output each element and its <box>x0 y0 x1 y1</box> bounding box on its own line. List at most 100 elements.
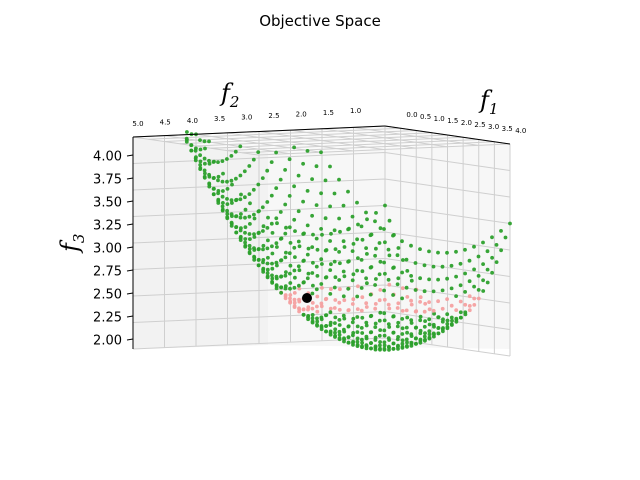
data-point <box>356 222 360 227</box>
data-point <box>324 324 328 328</box>
data-point <box>301 280 306 285</box>
data-point <box>387 306 392 311</box>
data-point <box>364 334 369 339</box>
data-point <box>337 250 341 254</box>
data-point <box>242 169 247 174</box>
data-point <box>256 263 261 268</box>
data-point <box>378 347 382 352</box>
data-point <box>229 178 234 183</box>
data-point <box>269 193 274 198</box>
data-point <box>400 346 405 350</box>
data-point <box>391 330 396 335</box>
data-point <box>265 200 270 204</box>
data-point <box>234 225 239 230</box>
f3-tick-label: 3.25 <box>93 219 122 234</box>
data-point <box>323 178 328 183</box>
data-point <box>427 332 432 337</box>
data-point <box>418 318 423 323</box>
data-point <box>382 311 387 316</box>
data-point <box>287 225 292 230</box>
data-point <box>279 274 283 279</box>
data-point <box>436 299 440 304</box>
data-point <box>445 322 450 326</box>
axis-ticks: 4.00 3.75 3.50 3.25 3.00 2.75 2.50 2.25 2.00 5.0 4… <box>93 107 526 349</box>
f3-tick-mark <box>126 292 134 295</box>
data-point <box>360 337 364 342</box>
data-point <box>418 276 422 281</box>
data-point <box>360 331 365 335</box>
data-point <box>400 286 405 291</box>
data-point <box>323 275 328 280</box>
data-point <box>337 336 342 341</box>
data-point <box>256 209 261 214</box>
data-point <box>319 324 324 328</box>
f2-tick-label: 2.0 <box>296 110 307 118</box>
data-point <box>427 322 432 327</box>
data-point <box>293 275 297 280</box>
data-point <box>485 280 490 285</box>
data-point <box>341 294 346 299</box>
data-point <box>283 168 287 172</box>
data-point <box>386 277 391 282</box>
data-point <box>382 260 386 265</box>
selected-point <box>302 293 312 303</box>
data-point <box>292 304 297 308</box>
data-point <box>202 139 207 144</box>
data-point <box>184 136 189 141</box>
data-point <box>328 268 333 272</box>
data-point <box>229 212 234 217</box>
data-point <box>328 204 332 209</box>
data-point <box>323 216 328 221</box>
data-point <box>499 248 503 253</box>
data-point <box>301 161 305 166</box>
data-point <box>364 246 368 251</box>
data-point <box>373 325 378 329</box>
data-point <box>382 328 387 333</box>
f1-tick-label: 1.0 <box>434 115 445 123</box>
data-point <box>454 308 459 312</box>
data-point <box>283 273 288 278</box>
data-point <box>373 321 378 326</box>
data-point <box>328 306 333 311</box>
grid-line <box>164 130 417 142</box>
data-point <box>364 305 369 309</box>
data-point <box>288 241 293 245</box>
data-point <box>306 307 310 312</box>
data-point <box>333 247 338 252</box>
data-point <box>225 197 229 201</box>
data-point <box>305 252 310 257</box>
data-point <box>252 254 256 259</box>
data-point <box>274 286 279 291</box>
data-point <box>387 218 392 223</box>
data-point <box>252 246 256 251</box>
data-point <box>342 274 347 279</box>
data-point <box>270 279 274 284</box>
data-point <box>413 336 418 341</box>
data-point <box>275 221 279 226</box>
grid-line <box>148 127 401 140</box>
data-point <box>400 270 404 275</box>
data-point <box>248 237 252 242</box>
data-point <box>377 333 382 338</box>
grid-line <box>132 151 511 171</box>
data-point <box>225 212 230 216</box>
data-point <box>265 261 270 266</box>
data-point <box>449 322 454 326</box>
data-point <box>301 312 306 317</box>
data-point <box>431 322 436 327</box>
data-point <box>422 309 427 314</box>
data-point <box>481 262 485 266</box>
data-point <box>355 294 360 299</box>
data-point <box>323 248 328 253</box>
grid-line <box>132 337 511 357</box>
data-point <box>252 212 256 217</box>
f1-tick-label: 2.0 <box>461 119 472 127</box>
data-point <box>395 253 400 258</box>
data-point <box>373 306 378 311</box>
data-point <box>386 302 391 307</box>
data-point <box>333 298 338 302</box>
data-point <box>319 191 323 196</box>
data-point <box>288 293 293 297</box>
data-point <box>365 252 369 256</box>
data-point <box>301 259 306 263</box>
